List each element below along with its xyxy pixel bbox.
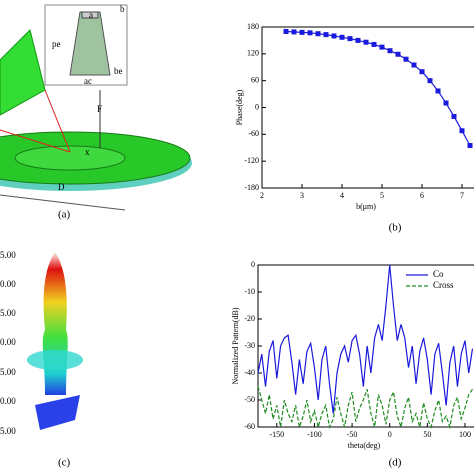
panel-a: b a pe ac be F D x (a)	[0, 4, 192, 221]
marker	[467, 143, 473, 149]
ray	[0, 129, 71, 153]
marker	[347, 36, 353, 42]
label: x	[85, 147, 90, 157]
marker	[291, 29, 297, 35]
x-axis-title: theta(deg)	[348, 441, 381, 450]
y-tick-label: -10	[244, 287, 255, 296]
x-tick-label: 3	[300, 191, 304, 200]
marker	[299, 29, 305, 35]
panel-c: 5.00 0.00 5.00 0.00 5.00 0.00 5.00 (c)	[0, 250, 83, 469]
marker	[403, 56, 409, 62]
marker	[371, 41, 377, 47]
y-tick-label: -180	[244, 183, 259, 192]
x-tick-label: -100	[307, 430, 322, 439]
x-tick-label: 50	[423, 430, 431, 439]
y-tick-label: -120	[244, 156, 259, 165]
marker	[395, 51, 401, 57]
series-line	[257, 386, 473, 430]
marker	[315, 31, 321, 37]
y-tick-label: 60	[251, 75, 259, 84]
scale-label: 5.00	[0, 367, 16, 377]
marker	[451, 113, 457, 119]
y-tick-label: 120	[247, 49, 259, 58]
caption: (a)	[58, 209, 71, 221]
scale-label: 5.00	[0, 308, 16, 318]
x-tick-label: 7	[460, 191, 464, 200]
marker	[435, 88, 441, 94]
label: a	[89, 10, 93, 20]
y-tick-label: 0	[255, 102, 259, 111]
marker	[355, 37, 361, 43]
x-tick-label: 4	[340, 191, 344, 200]
feed-panel	[0, 29, 46, 116]
y-tick-label: -30	[244, 341, 255, 350]
marker	[331, 33, 337, 39]
x-tick-label: 6	[420, 191, 424, 200]
series-line	[285, 30, 471, 146]
y-tick-label: 180	[247, 22, 259, 31]
back-lobe	[35, 395, 80, 430]
dish-inner	[14, 145, 126, 171]
y-tick-label: -60	[248, 129, 259, 138]
main-lobe	[42, 252, 68, 395]
y-tick-label: 0	[251, 260, 255, 269]
caption: (c)	[58, 457, 71, 469]
x-tick-label: -150	[269, 430, 284, 439]
scale-label: 5.00	[0, 250, 16, 260]
marker	[283, 28, 289, 34]
y-axis-title: Normalized Pattern(dB)	[231, 307, 240, 384]
x-tick-label: 100	[459, 430, 471, 439]
scale-label: 0.00	[0, 396, 16, 406]
marker	[339, 34, 345, 40]
marker	[387, 48, 393, 54]
marker	[323, 32, 329, 38]
x-tick-label: 5	[380, 191, 384, 200]
series-line	[257, 264, 474, 414]
y-tick-label: -40	[244, 368, 255, 377]
marker	[363, 39, 369, 45]
legend-label: Cross	[433, 280, 454, 290]
y-axis-title: Phase(deg)	[235, 89, 244, 125]
marker	[307, 30, 313, 36]
y-tick-label: -20	[244, 314, 255, 323]
y-tick-label: -50	[244, 395, 255, 404]
label: F	[97, 104, 102, 114]
marker	[427, 78, 433, 84]
x-tick-label: -50	[347, 430, 358, 439]
x-tick-label: 0	[388, 430, 392, 439]
horn-top	[81, 11, 99, 19]
marker	[411, 62, 417, 68]
marker	[443, 100, 449, 106]
dim-line	[0, 194, 126, 211]
label: ac	[84, 76, 92, 86]
legend-label: Co	[433, 269, 444, 279]
marker	[419, 69, 425, 75]
marker	[459, 128, 465, 134]
plot-frame	[261, 26, 474, 189]
x-tick-label: 2	[260, 191, 264, 200]
label: be	[114, 66, 123, 76]
marker	[379, 44, 385, 50]
ray	[44, 89, 71, 153]
label: b	[120, 4, 125, 14]
caption: (b)	[389, 222, 402, 234]
side-lobe	[27, 350, 83, 370]
scale-label: 0.00	[0, 279, 16, 289]
scale-label: 5.00	[0, 426, 16, 436]
scale-label: 0.00	[0, 337, 16, 347]
y-tick-label: -60	[244, 422, 255, 431]
x-axis-title: b(μm)	[356, 202, 376, 211]
label: pe	[52, 39, 61, 49]
label: D	[58, 182, 65, 192]
caption: (d)	[389, 457, 402, 469]
